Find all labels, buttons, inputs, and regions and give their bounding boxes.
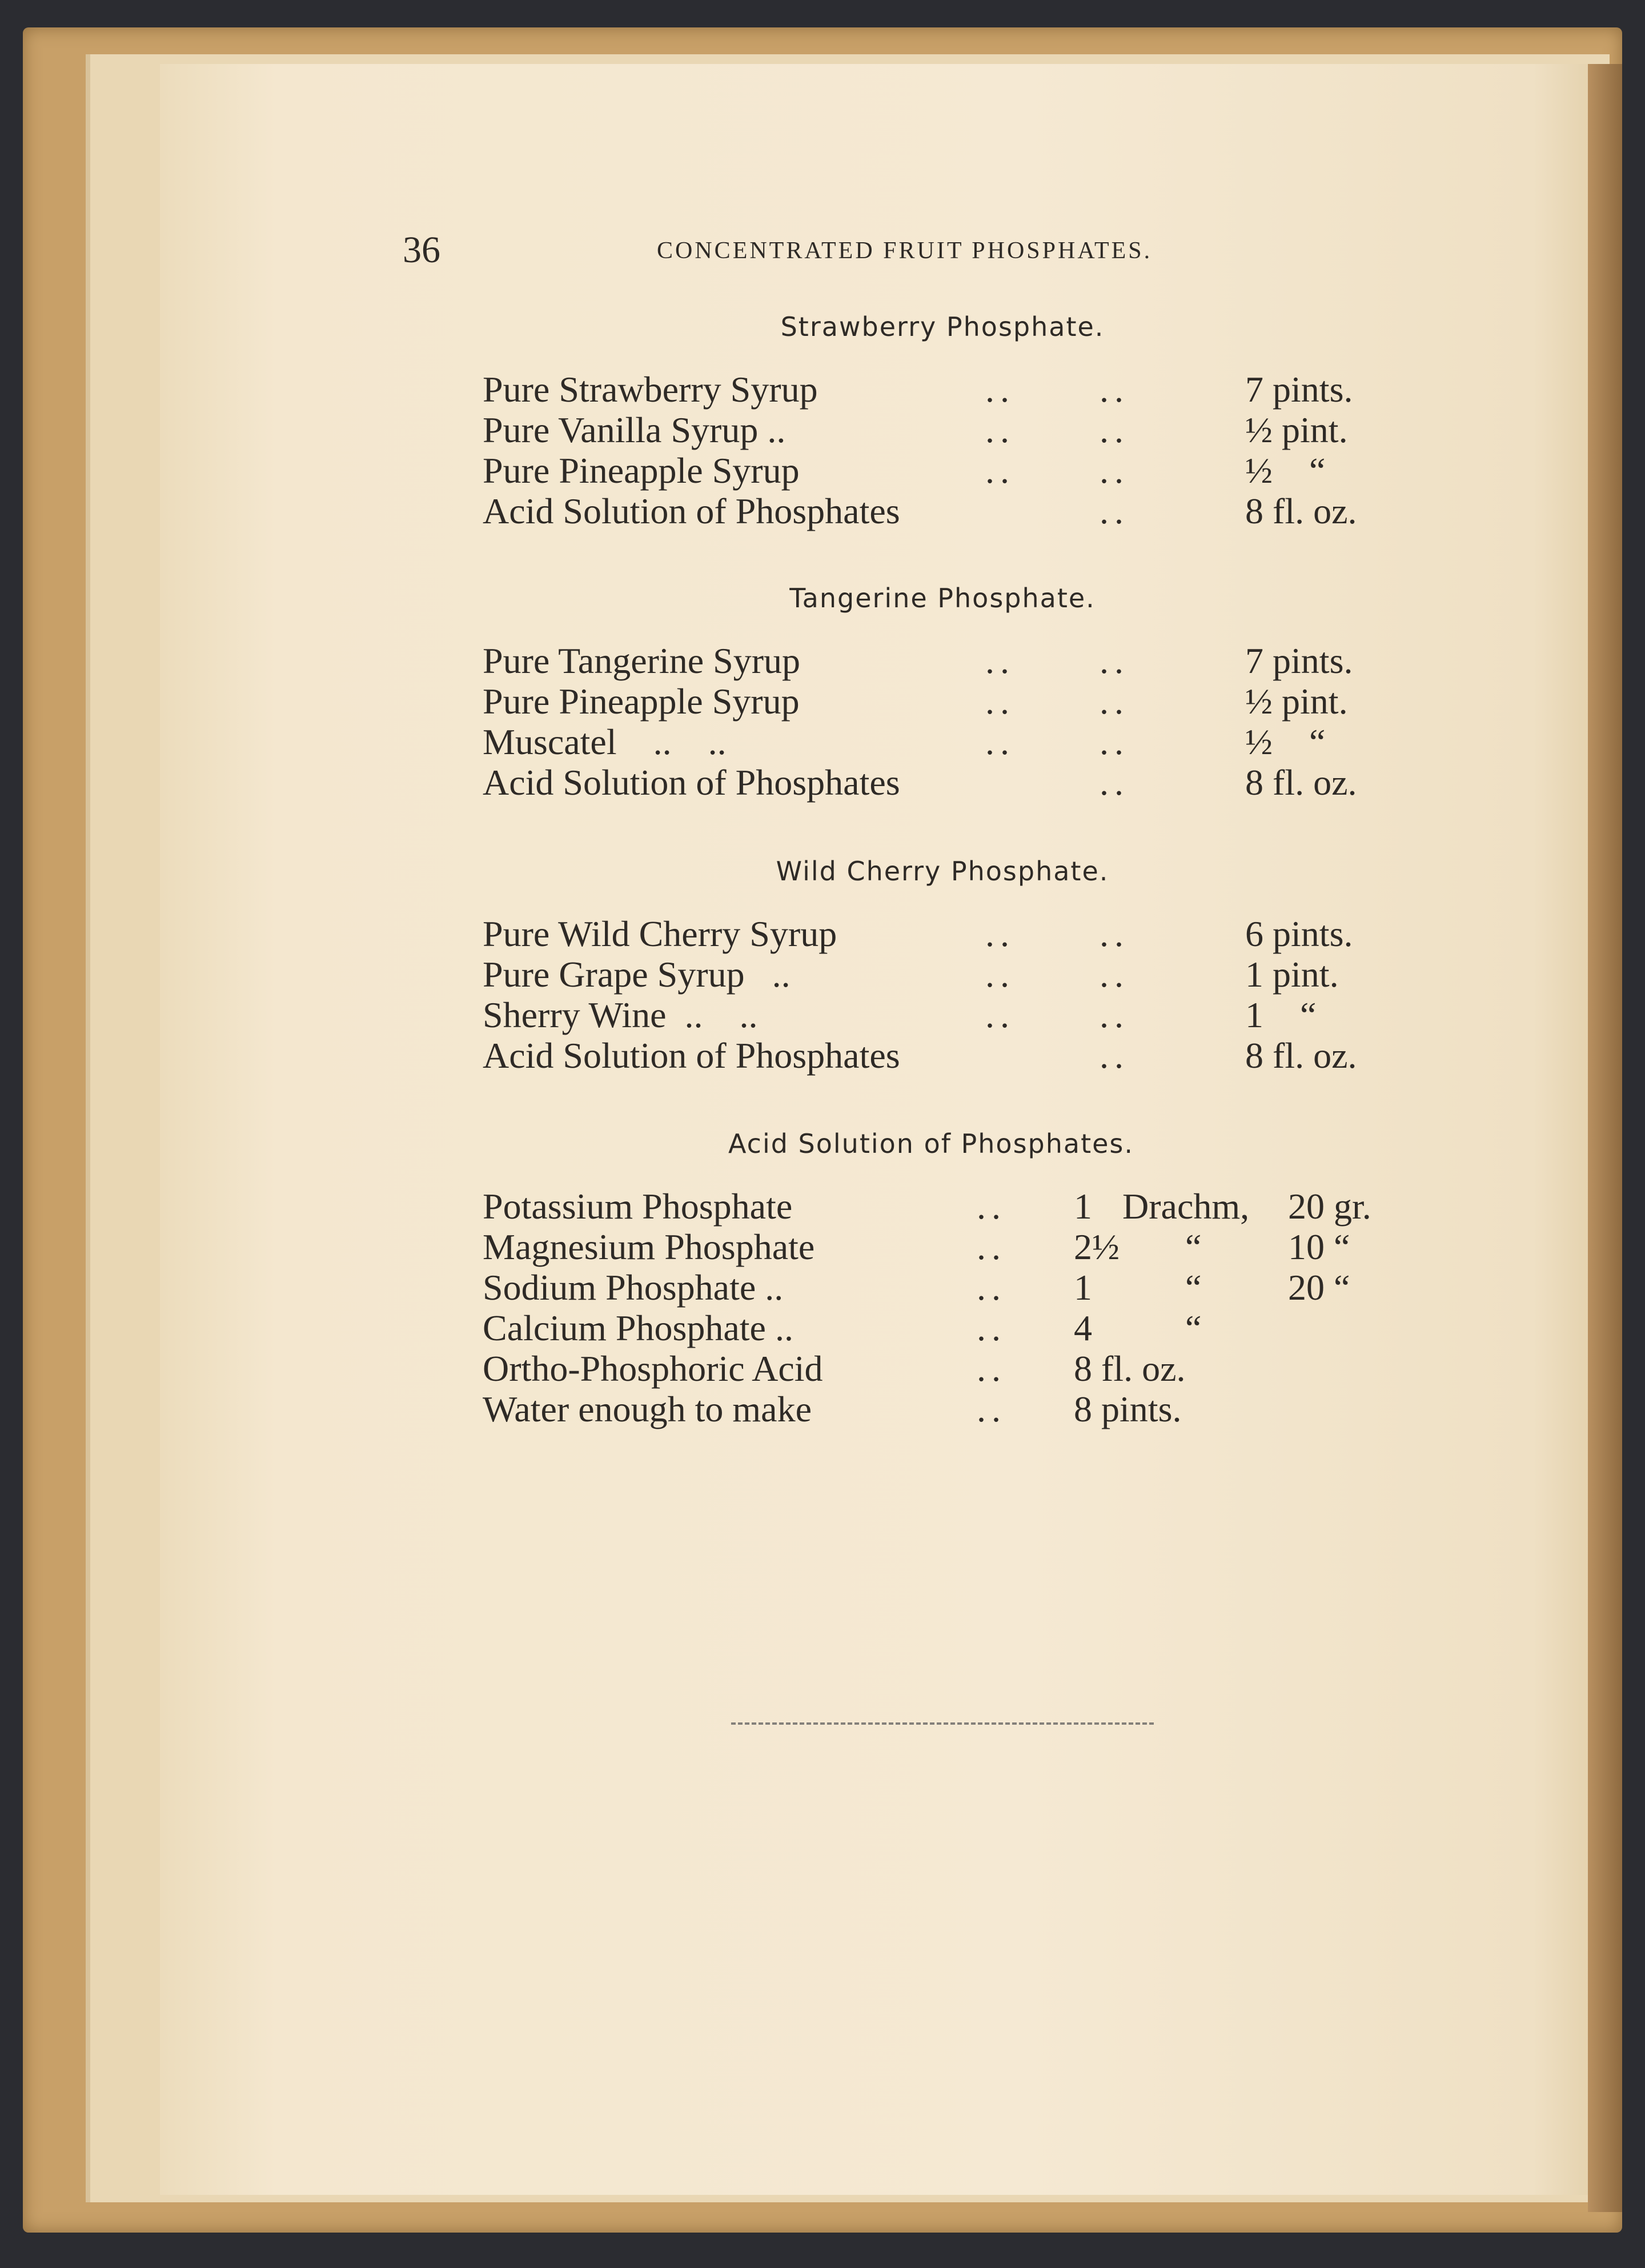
leader-dots: .. [1100, 954, 1129, 995]
ingredient-grains: 20 gr. [1288, 1186, 1371, 1227]
ingredient-row: Muscatel .. ...... ½ “ [0, 721, 1645, 762]
ingredient-row: Ortho-Phosphoric Acid.. 8 fl. oz. [0, 1348, 1645, 1389]
leader-dots: .. [977, 1267, 1006, 1308]
leader-dots: .. [1100, 722, 1129, 762]
decorative-rule [731, 1722, 1154, 1725]
leader-dots: .. [985, 913, 1015, 954]
ingredient-name: Pure Pineapple Syrup [483, 450, 800, 491]
ingredient-name: Magnesium Phosphate [483, 1227, 815, 1267]
section-title: Tangerine Phosphate. [789, 583, 1096, 614]
ingredient-name: Pure Tangerine Syrup [483, 640, 800, 681]
ingredient-quantity: 8 fl. oz. [1074, 1348, 1186, 1389]
ingredient-row: Pure Tangerine Syrup.... 7 pints. [0, 640, 1645, 681]
leader-dots: .. [1100, 913, 1129, 954]
ingredient-row: Acid Solution of Phosphates.. 8 fl. oz. [0, 1035, 1645, 1076]
ingredient-name: Pure Wild Cherry Syrup [483, 913, 837, 954]
section-title: Acid Solution of Phosphates. [728, 1128, 1134, 1159]
ingredient-amount: 8 fl. oz. [1245, 762, 1357, 803]
ingredient-name: Pure Grape Syrup .. [483, 954, 791, 995]
leader-dots: .. [977, 1308, 1006, 1348]
ingredient-quantity: 2½ [1074, 1227, 1120, 1267]
ingredient-unit: “ [1185, 1227, 1202, 1267]
ingredient-name: Acid Solution of Phosphates [483, 762, 900, 803]
ingredient-row: Pure Grape Syrup ...... 1 pint. [0, 953, 1645, 995]
ingredient-row: Pure Strawberry Syrup.... 7 pints. [0, 368, 1645, 410]
book-spine-edge [1588, 64, 1622, 2212]
ingredient-amount: 8 fl. oz. [1245, 1035, 1357, 1076]
leader-dots: .. [1100, 1035, 1129, 1076]
ingredient-amount: 6 pints. [1245, 913, 1353, 954]
leader-dots: .. [985, 995, 1015, 1035]
leader-dots: .. [985, 722, 1015, 762]
ingredient-amount: ½ pint. [1245, 681, 1348, 722]
running-head: CONCENTRATED FRUIT PHOSPHATES. [657, 238, 1153, 264]
ingredient-name: Pure Strawberry Syrup [483, 369, 818, 410]
leader-dots: .. [977, 1227, 1006, 1267]
ingredient-name: Acid Solution of Phosphates [483, 1035, 900, 1076]
leader-dots: .. [1100, 410, 1129, 450]
leader-dots: .. [985, 450, 1015, 491]
ingredient-amount: 8 fl. oz. [1245, 491, 1357, 531]
leader-dots: .. [985, 640, 1015, 681]
leader-dots: .. [1100, 640, 1129, 681]
leader-dots: .. [977, 1348, 1006, 1389]
ingredient-name: Ortho-Phosphoric Acid [483, 1348, 823, 1389]
ingredient-name: Muscatel .. .. [483, 722, 727, 762]
ingredient-row: Acid Solution of Phosphates.. 8 fl. oz. [0, 490, 1645, 531]
ingredient-name: Acid Solution of Phosphates [483, 491, 900, 531]
ingredient-row: Magnesium Phosphate.. 2½ “ 10 “ [0, 1226, 1645, 1267]
ingredient-quantity: 1 [1074, 1267, 1092, 1308]
ingredient-quantity: 4 [1074, 1308, 1092, 1348]
ingredient-quantity: 1 [1074, 1186, 1092, 1227]
ingredient-grains: 20 “ [1288, 1267, 1350, 1308]
ingredient-name: Calcium Phosphate .. [483, 1308, 793, 1348]
ingredient-amount: 1 pint. [1245, 954, 1339, 995]
page-number: 36 [403, 229, 440, 271]
ingredient-name: Water enough to make [483, 1389, 812, 1429]
ingredient-amount: ½ “ [1245, 450, 1326, 491]
ingredient-row: Sherry Wine .. ...... 1 “ [0, 994, 1645, 1035]
leader-dots: .. [985, 954, 1015, 995]
leader-dots: .. [1100, 995, 1129, 1035]
ingredient-row: Potassium Phosphate.. 1 Drachm, 20 gr. [0, 1185, 1645, 1227]
ingredient-name: Sodium Phosphate .. [483, 1267, 784, 1308]
ingredient-name: Sherry Wine .. .. [483, 995, 758, 1035]
ingredient-row: Sodium Phosphate .... 1 “ 20 “ [0, 1267, 1645, 1308]
ingredient-quantity: 8 pints. [1074, 1389, 1182, 1429]
ingredient-amount: 7 pints. [1245, 369, 1353, 410]
ingredient-grains: 10 “ [1288, 1227, 1350, 1267]
ingredient-row: Calcium Phosphate .... 4 “ [0, 1307, 1645, 1348]
ingredient-name: Potassium Phosphate [483, 1186, 793, 1227]
leader-dots: .. [1100, 491, 1129, 531]
ingredient-row: Acid Solution of Phosphates.. 8 fl. oz. [0, 762, 1645, 803]
book-page [160, 64, 1605, 2195]
ingredient-unit: “ [1185, 1267, 1202, 1308]
ingredient-row: Pure Vanilla Syrup ...... ½ pint. [0, 409, 1645, 450]
leader-dots: .. [985, 369, 1015, 410]
ingredient-row: Pure Pineapple Syrup.... ½ pint. [0, 680, 1645, 722]
leader-dots: .. [1100, 762, 1129, 803]
ingredient-amount: ½ pint. [1245, 410, 1348, 450]
leader-dots: .. [1100, 681, 1129, 722]
ingredient-row: Water enough to make.. 8 pints. [0, 1388, 1645, 1429]
ingredient-row: Pure Pineapple Syrup.... ½ “ [0, 450, 1645, 491]
ingredient-unit: “ [1185, 1308, 1202, 1348]
section-title: Strawberry Phosphate. [780, 311, 1105, 342]
ingredient-name: Pure Vanilla Syrup .. [483, 410, 786, 450]
ingredient-unit: Drachm, [1122, 1186, 1250, 1227]
leader-dots: .. [985, 681, 1015, 722]
ingredient-amount: ½ “ [1245, 722, 1326, 762]
ingredient-row: Pure Wild Cherry Syrup.... 6 pints. [0, 913, 1645, 954]
leader-dots: .. [977, 1389, 1006, 1429]
leader-dots: .. [1100, 450, 1129, 491]
leader-dots: .. [977, 1186, 1006, 1227]
leader-dots: .. [985, 410, 1015, 450]
section-title: Wild Cherry Phosphate. [776, 856, 1109, 887]
ingredient-amount: 7 pints. [1245, 640, 1353, 681]
ingredient-amount: 1 “ [1245, 995, 1317, 1035]
leader-dots: .. [1100, 369, 1129, 410]
ingredient-name: Pure Pineapple Syrup [483, 681, 800, 722]
